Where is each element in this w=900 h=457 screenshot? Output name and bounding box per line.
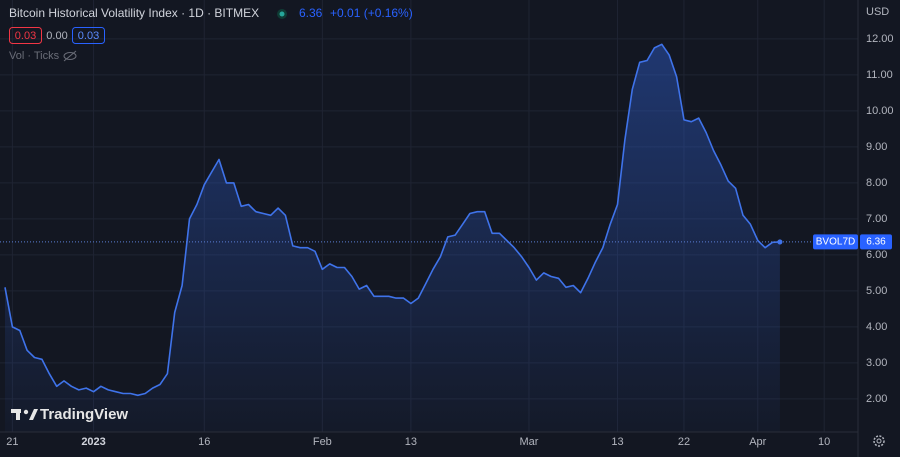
indicator-value: 0.03: [78, 30, 99, 42]
chart-title: Bitcoin Historical Volatility Index · 1D…: [9, 6, 259, 20]
plot: [0, 43, 858, 433]
y-tick-label: 6.00: [866, 249, 887, 261]
symbol-tag: BVOL7D: [816, 237, 855, 248]
last-price: 6.36: [299, 6, 323, 20]
y-tick-label: 7.00: [866, 213, 887, 225]
y-tick-label: 8.00: [866, 177, 887, 189]
x-tick-label: 22: [678, 436, 690, 448]
x-tick-label: 10: [818, 436, 830, 448]
indicator-box: [72, 27, 105, 44]
status-dot: [279, 11, 285, 17]
indicator-value: 0.00: [46, 30, 67, 42]
indicator-box: [9, 27, 42, 44]
y-tick-label: 5.00: [866, 285, 887, 297]
price-line: [4, 43, 780, 397]
y-tick-label: 10.00: [866, 105, 894, 117]
y-tick-label: 2.00: [866, 393, 887, 405]
symbol-tag-box: [813, 234, 858, 250]
y-tick-label: 3.00: [866, 357, 887, 369]
price-tag: 6.36: [866, 237, 886, 248]
volume-label[interactable]: Vol · Ticks: [9, 50, 60, 62]
last-point: [777, 239, 783, 245]
x-tick-label: 2023: [81, 436, 105, 448]
indicator-value: 0.03: [15, 30, 36, 42]
x-tick-label: Apr: [749, 436, 766, 448]
x-tick-label: Feb: [313, 436, 332, 448]
eye-icon[interactable]: [63, 50, 77, 62]
x-tick-label: 16: [198, 436, 210, 448]
watermark: TradingView: [40, 406, 128, 423]
price-change: +0.01 (+0.16%): [330, 6, 413, 20]
y-tick-label: 12.00: [866, 33, 894, 45]
price-tag-box: [860, 234, 892, 250]
y-tick-label: 4.00: [866, 321, 887, 333]
x-tick-label: 13: [611, 436, 623, 448]
y-tick-label: 11.00: [866, 69, 893, 81]
x-tick-label: Mar: [520, 436, 539, 448]
tradingview-logo: [11, 409, 38, 420]
y-tick-label: 9.00: [866, 141, 887, 153]
settings-icon[interactable]: [873, 435, 885, 447]
area-fill: [5, 44, 780, 433]
x-tick-label: 21: [6, 436, 18, 448]
x-tick-label: 13: [405, 436, 417, 448]
currency-label[interactable]: USD: [866, 6, 889, 18]
